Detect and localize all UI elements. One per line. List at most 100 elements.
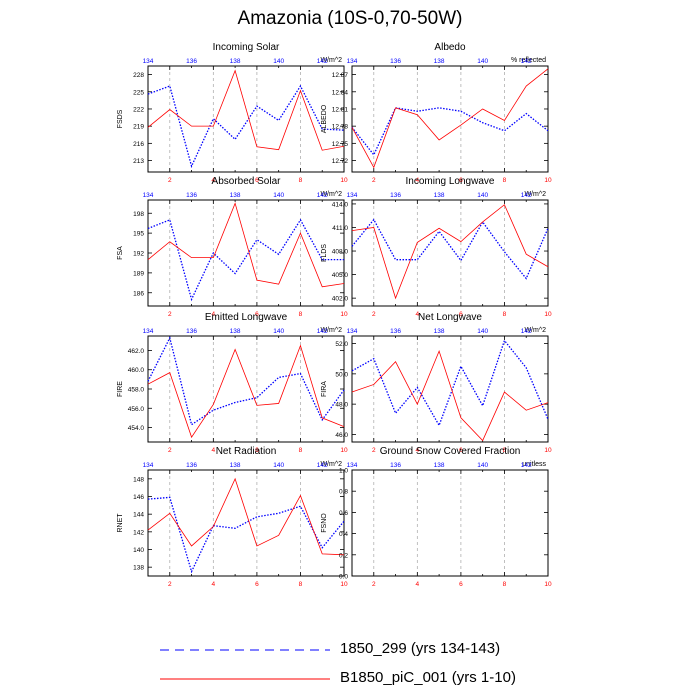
x-tick-label: 8 [503,311,507,318]
plot-frame [147,65,345,173]
legend-label-case2: B1850_piC_001 (yrs 1-10) [340,669,516,686]
series-line-case1 [351,218,549,280]
plot-frame [351,469,549,577]
top-tick-label: 136 [186,328,197,335]
x-tick-label: 10 [340,447,348,454]
panel-title: Absorbed Solar [212,176,282,187]
y-tick-label: 144 [133,512,144,519]
y-tick-label: 0.6 [339,510,348,517]
y-tick-label: 198 [133,211,144,218]
x-tick-label: 2 [168,177,172,184]
units-label: unitless [522,461,546,468]
y-tick-label: 1.0 [339,468,348,475]
y-tick-label: 12.72 [332,158,349,165]
series-line-case1 [147,336,345,426]
x-tick-label: 10 [544,581,552,588]
panel-title: Albedo [434,42,466,53]
top-tick-label: 140 [273,58,284,65]
top-tick-label: 134 [143,462,154,469]
y-tick-label: 216 [133,141,144,148]
figure-title: Amazonia (10S-0,70-50W) [237,8,463,29]
x-tick-label: 4 [212,447,216,454]
y-tick-label: 454.0 [128,425,145,432]
top-tick-label: 134 [347,192,358,199]
top-tick-label: 136 [186,192,197,199]
top-tick-label: 142 [317,462,328,469]
x-tick-label: 2 [168,311,172,318]
y-tick-label: 0.4 [339,531,348,538]
units-label: W/m^2 [524,191,546,198]
top-tick-label: 138 [230,328,241,335]
top-tick-label: 142 [521,58,532,65]
top-tick-label: 140 [273,328,284,335]
y-tick-label: 142 [133,529,144,536]
x-tick-label: 2 [372,311,376,318]
top-tick-label: 140 [477,328,488,335]
y-axis-label: ALBEDO [321,104,328,133]
panel-flds: Incoming Longwave W/m^2 FLDS 2 4 6 8 10 134 136 13… [321,176,552,318]
plot-frame [147,199,345,307]
top-tick-label: 136 [390,58,401,65]
x-tick-label: 2 [168,447,172,454]
x-tick-label: 6 [255,177,259,184]
y-axis-label: FSNO [321,513,328,533]
x-tick-label: 8 [503,447,507,454]
x-tick-label: 10 [340,581,348,588]
panel-fire: Emitted Longwave W/m^2 FIRE 2 4 6 8 10 134 136 138… [117,312,348,454]
y-tick-label: 52.0 [335,341,348,348]
top-tick-label: 134 [143,58,154,65]
y-tick-label: 456.0 [128,406,145,413]
y-tick-label: 148 [133,476,144,483]
top-tick-label: 140 [273,462,284,469]
top-tick-label: 142 [317,192,328,199]
series-line-case2 [147,344,345,439]
y-axis-label: FSA [117,246,124,260]
top-tick-label: 140 [477,58,488,65]
x-tick-label: 6 [459,177,463,184]
y-axis-label: RNET [117,513,124,533]
series-line-case2 [351,204,549,300]
x-tick-label: 8 [503,581,507,588]
series-line-case1 [147,496,345,574]
y-tick-label: 12.78 [332,124,349,131]
y-tick-label: 408.0 [332,249,349,256]
top-tick-label: 138 [434,58,445,65]
y-tick-label: 195 [133,231,144,238]
y-axis-label: FIRE [117,381,124,397]
top-tick-label: 138 [434,328,445,335]
y-tick-label: 12.81 [332,106,349,113]
panel-rnet: Net Radiation W/m^2 RNET 2 4 6 8 10 134 136 138 140… [117,446,348,588]
panel-title: Incoming Solar [213,42,280,53]
plot-frame [147,335,345,443]
x-tick-label: 6 [459,447,463,454]
y-axis-label: FSDS [117,109,124,128]
top-tick-label: 136 [390,462,401,469]
y-tick-label: 414.0 [332,201,349,208]
top-tick-label: 142 [521,328,532,335]
units-label: W/m^2 [320,191,342,198]
x-tick-label: 10 [340,311,348,318]
top-tick-label: 136 [186,462,197,469]
x-tick-label: 8 [503,177,507,184]
series-line-case2 [351,349,549,442]
x-tick-label: 4 [416,311,420,318]
series-line-case2 [147,69,345,151]
y-tick-label: 0.0 [339,574,348,581]
y-tick-label: 138 [133,565,144,572]
x-tick-label: 10 [544,177,552,184]
series-line-case2 [147,202,345,288]
top-tick-label: 140 [477,192,488,199]
top-tick-label: 136 [390,328,401,335]
top-tick-label: 138 [434,192,445,199]
x-tick-label: 6 [459,311,463,318]
top-tick-label: 142 [521,192,532,199]
x-tick-label: 4 [416,447,420,454]
top-tick-label: 138 [434,462,445,469]
panel-title: Incoming Longwave [406,176,495,187]
y-tick-label: 12.87 [332,72,349,79]
x-tick-label: 10 [544,447,552,454]
panel-fira: Net Longwave W/m^2 FIRA 2 4 6 8 10 134 136 138 140 1… [321,312,552,454]
y-tick-label: 225 [133,89,144,96]
top-tick-label: 138 [230,58,241,65]
y-tick-label: 0.8 [339,489,348,496]
